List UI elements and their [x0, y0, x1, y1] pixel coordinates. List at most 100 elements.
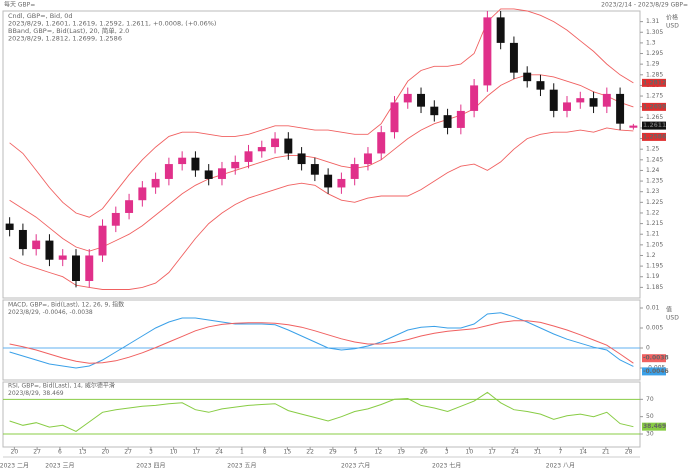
legend-text: Cndl, GBP=, Bid, 0d: [8, 12, 73, 20]
candle-body: [310, 164, 319, 175]
candle-body: [257, 147, 266, 152]
month-label: 2023 八月: [546, 463, 575, 470]
rsi-value-tag: 38.469: [643, 423, 666, 430]
month-label: 2023 四月: [136, 463, 165, 470]
candle-body: [456, 110, 465, 128]
y-tick-label: 1.3: [646, 39, 656, 46]
macd-line: [9, 312, 634, 369]
upper-value-tag-box: [642, 78, 666, 87]
legend-text: 2023/8/29, -0.0046, -0.0038: [8, 309, 93, 316]
candle-body: [151, 178, 160, 188]
page-title: 每天 GBP=: [4, 1, 35, 9]
legend-text: 2023/8/29, 1.2812, 1.2699, 1.2586: [8, 35, 122, 43]
x-tick-label: 1: [240, 449, 244, 456]
y-axis-label: USD: [666, 23, 679, 30]
x-tick-label: 27: [124, 449, 132, 456]
candle-body: [629, 125, 638, 128]
candle-body: [417, 93, 426, 107]
bollinger-lower: [9, 127, 634, 290]
x-tick-label: 6: [58, 449, 62, 456]
candle-body: [602, 93, 611, 107]
legend-text: RSI, GBP=, Bid(Last), 14, 威尔德平滑: [8, 382, 115, 390]
macd-line: [9, 320, 634, 364]
month-label: 2023 六月: [341, 462, 370, 470]
x-tick-label: 21: [602, 449, 610, 456]
x-tick-label: 19: [397, 449, 405, 456]
rsi-line: [9, 391, 634, 432]
candle-body: [45, 240, 54, 260]
y-tick-label: 30: [646, 431, 654, 438]
y-tick-label: 1.285: [646, 71, 663, 78]
month-label: 2023 五月: [227, 463, 256, 470]
y-tick-label: 0: [646, 345, 650, 352]
y-tick-label: 1.25: [646, 146, 660, 153]
candle-body: [72, 255, 80, 281]
candle-body: [496, 17, 505, 43]
lower-value-tag-box: [642, 132, 666, 141]
y-tick-label: 1.19: [646, 273, 660, 280]
candle-body: [271, 138, 280, 148]
y-tick-label: 0.01: [646, 305, 660, 312]
candle-body: [178, 157, 187, 165]
x-tick-label: 28: [625, 449, 633, 456]
macd-value-tag-box: [642, 354, 666, 363]
y-tick-label: 1.195: [646, 263, 663, 270]
candle-body: [98, 225, 107, 256]
close-value-tag-box: [642, 121, 666, 130]
middle-value-tag: 1.2699: [643, 103, 666, 110]
x-tick-label: 7: [558, 449, 562, 456]
legend-text: MACD, GBP=, Bid(Last), 12, 26, 9, 指数: [8, 301, 124, 309]
y-tick-label: 1.295: [646, 50, 663, 57]
y-tick-label: 70: [646, 396, 654, 403]
x-tick-label: 31: [534, 449, 542, 456]
x-tick-label: 20: [102, 449, 110, 456]
candle-body: [5, 223, 14, 230]
price-pane: [2, 10, 641, 299]
candle-body: [125, 200, 134, 213]
candle-body: [138, 187, 147, 201]
candle-body: [350, 164, 359, 179]
upper-value-tag: 1.2812: [643, 79, 666, 86]
candle-body: [217, 168, 226, 179]
y-tick-label: 1.265: [646, 114, 663, 121]
y-tick-label: 1.205: [646, 241, 663, 248]
x-tick-label: 26: [420, 449, 428, 456]
y-axis-label: 值: [666, 306, 672, 314]
candle-body: [337, 178, 346, 188]
lower-value-tag: 1.2586: [643, 133, 666, 140]
month-label: 2023 三月: [45, 463, 74, 470]
middle-value-tag-box: [642, 102, 666, 111]
date-range: 2023/2/14 - 2023/8/29 GBP=: [601, 2, 688, 9]
x-tick-label: 14: [579, 449, 587, 456]
bollinger-upper: [9, 8, 634, 218]
candle-body: [284, 138, 293, 154]
candle-body: [32, 240, 41, 250]
candle-body: [470, 85, 479, 111]
y-tick-label: 1.22: [646, 209, 660, 216]
candle-body: [443, 115, 452, 128]
y-axis-label: 价格: [666, 14, 678, 22]
candle-body: [563, 102, 571, 111]
x-tick-label: 5: [354, 449, 358, 456]
candle-body: [377, 132, 386, 154]
x-tick-label: 15: [284, 449, 292, 456]
candle-body: [85, 255, 94, 281]
candle-body: [509, 42, 518, 73]
x-tick-label: 22: [306, 449, 314, 456]
month-label: 2023 二月: [0, 463, 29, 470]
candle-body: [363, 153, 372, 165]
x-tick-label: 24: [215, 449, 223, 456]
y-axis-label: USD: [666, 315, 679, 322]
candle-body: [430, 106, 439, 116]
rsi-value-tag-box: [642, 422, 666, 431]
candle-body: [191, 157, 200, 171]
candle-body: [403, 93, 412, 103]
x-tick-label: 13: [79, 449, 87, 456]
y-tick-label: 1.21: [646, 231, 660, 238]
y-tick-label: 1.2: [646, 252, 656, 259]
x-tick-label: 3: [445, 449, 449, 456]
x-tick-label: 12: [375, 449, 383, 456]
candle-body: [111, 212, 120, 226]
close-value-tag: 1.2611: [643, 122, 666, 129]
